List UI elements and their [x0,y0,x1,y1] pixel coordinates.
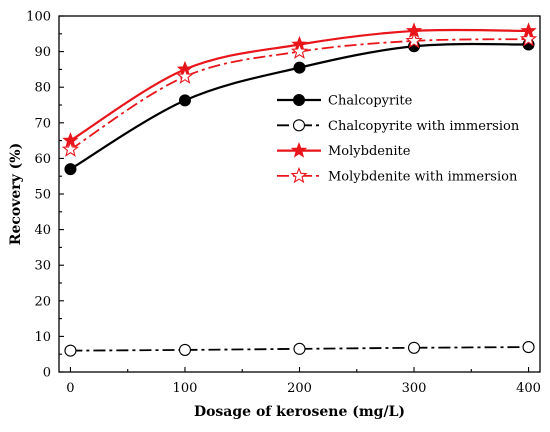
legend-marker [290,166,308,184]
x-tick-label: 0 [66,381,74,396]
data-point [290,42,309,59]
data-point [405,31,423,49]
legend-marker [292,119,306,132]
legend-item: Molybdenite with immersion [277,166,518,184]
data-point [64,344,77,357]
series-line [70,346,529,352]
y-tick-label: 60 [34,152,51,167]
data-point [64,163,77,176]
legend-label: Chalcopyrite with immersion [328,119,520,134]
data-point [178,343,192,356]
y-tick-label: 100 [26,10,51,25]
data-point [522,341,535,354]
legend-marker [290,141,308,158]
y-tick-label: 90 [34,45,51,60]
y-tick-label: 40 [34,223,51,238]
y-axis-title: Recovery (%) [8,143,24,245]
legend-marker [293,94,305,106]
legend-label: Molybdenite [328,144,411,159]
data-point [293,61,306,74]
x-axis-title: Dosage of kerosene (mg/L) [194,404,405,420]
legend-item: Chalcopyrite with immersion [277,119,520,134]
y-tick-label: 30 [34,259,51,274]
legend-label: Molybdenite with immersion [328,169,518,184]
data-point [176,67,194,84]
series-chalcopyrite [64,38,535,176]
data-point [61,140,80,157]
y-tick-label: 80 [34,81,51,96]
data-point [293,342,306,355]
legend-item: Molybdenite [277,141,411,159]
data-point [178,94,191,107]
data-point [407,341,421,354]
y-tick-label: 0 [43,366,51,381]
x-tick-label: 100 [173,381,198,396]
x-tick-label: 400 [516,381,541,396]
legend: Chalcopyrite Chalcopyrite with immersion M… [277,94,520,184]
y-tick-label: 20 [34,294,51,309]
data-point [519,30,538,47]
legend-label: Chalcopyrite [328,94,413,109]
y-tick-label: 10 [34,330,51,345]
legend-item: Chalcopyrite [277,94,413,109]
series-chalcopyrite-with-immersion [64,341,535,357]
y-axis-ticks: 0 10 20 30 40 50 60 70 80 90 100 [26,10,64,381]
series-layer [61,22,538,357]
x-tick-label: 300 [402,381,427,396]
x-tick-label: 200 [287,381,312,396]
y-tick-label: 70 [34,116,51,131]
x-axis-ticks: 0 100 200 300 400 [66,367,541,396]
series-molybdenite-with-immersion [61,30,538,157]
y-tick-label: 50 [34,188,51,203]
